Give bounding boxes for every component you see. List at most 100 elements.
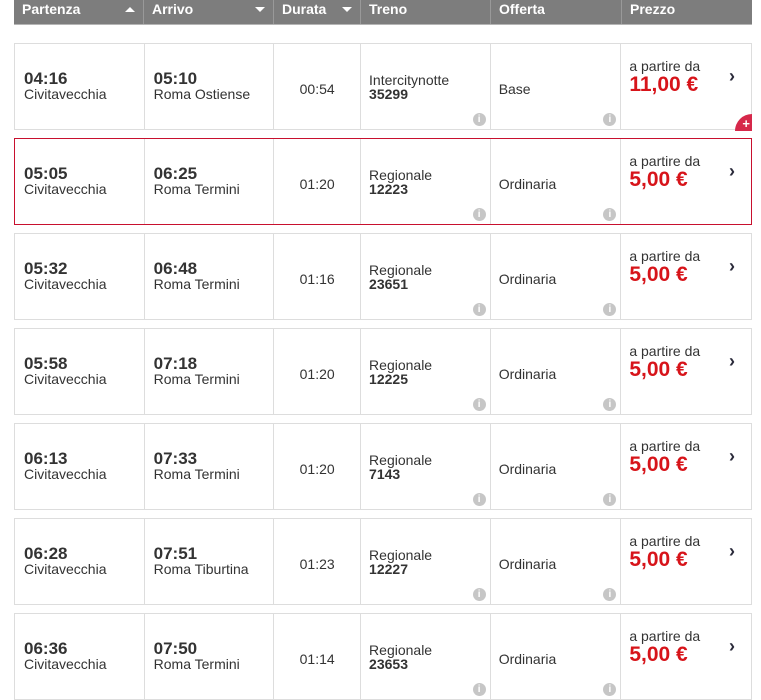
price-cell[interactable]: a partire da 5,00 € › xyxy=(621,424,751,509)
duration: 00:54 xyxy=(299,81,335,97)
column-label: Prezzo xyxy=(630,1,676,17)
departure-station: Civitavecchia xyxy=(24,181,107,197)
offer: Ordinaria xyxy=(498,461,557,477)
price-cell[interactable]: a partire da 5,00 € › xyxy=(621,519,751,604)
train-solution-row[interactable]: 06:13 Civitavecchia 07:33 Roma Termini 01:… xyxy=(14,423,752,510)
train-solution-row[interactable]: 05:58 Civitavecchia 07:18 Roma Termini 01:… xyxy=(14,328,752,415)
arrival-station: Roma Termini xyxy=(153,181,240,197)
chevron-right-icon[interactable]: › xyxy=(728,161,735,181)
train-solution-row[interactable]: 04:16 Civitavecchia 05:10 Roma Ostiense 00… xyxy=(14,43,752,131)
sort-desc-icon xyxy=(342,7,352,12)
offer-cell: Ordinaria i xyxy=(491,234,622,319)
info-icon[interactable]: i xyxy=(603,208,617,221)
results-header: Partenza Arrivo Durata Treno Offerta Pre… xyxy=(14,0,752,25)
info-icon[interactable]: i xyxy=(472,208,486,221)
offer: Ordinaria xyxy=(498,271,557,287)
arrival-cell: 07:51 Roma Tiburtina xyxy=(145,519,275,604)
info-icon[interactable]: i xyxy=(603,683,617,696)
arrival-time: 06:25 xyxy=(153,164,198,183)
chevron-right-icon[interactable]: › xyxy=(728,351,735,371)
column-arrivo[interactable]: Arrivo xyxy=(144,0,274,24)
price: 5,00 € xyxy=(629,453,688,476)
departure-cell: 05:58 Civitavecchia xyxy=(15,329,145,414)
arrival-station: Roma Termini xyxy=(153,371,240,387)
chevron-right-icon[interactable]: › xyxy=(728,636,735,656)
info-icon[interactable]: i xyxy=(603,588,617,601)
price: 5,00 € xyxy=(629,643,688,666)
info-icon[interactable]: i xyxy=(472,588,486,601)
arrival-cell: 07:50 Roma Termini xyxy=(145,614,275,699)
price-cell[interactable]: a partire da 5,00 € › xyxy=(621,614,751,699)
arrival-cell: 07:33 Roma Termini xyxy=(145,424,275,509)
price: 5,00 € xyxy=(629,263,688,286)
info-icon[interactable]: i xyxy=(603,303,617,316)
sort-desc-icon xyxy=(255,7,265,12)
info-icon[interactable]: i xyxy=(472,398,486,411)
departure-cell: 06:28 Civitavecchia xyxy=(15,519,145,604)
duration-cell: 00:54 xyxy=(274,44,362,129)
info-icon[interactable]: i xyxy=(603,398,617,411)
chevron-right-icon[interactable]: › xyxy=(728,541,735,561)
train-cell: Intercitynotte 35299 i xyxy=(361,44,491,129)
offer-cell: Ordinaria i xyxy=(491,519,622,604)
offer-cell: Ordinaria i xyxy=(491,424,622,509)
train-number: 23653 xyxy=(369,656,408,672)
train-type: Regionale xyxy=(369,357,433,373)
chevron-right-icon[interactable]: › xyxy=(728,256,735,276)
duration-cell: 01:20 xyxy=(274,424,362,509)
info-icon[interactable]: i xyxy=(472,303,486,316)
price-cell[interactable]: a partire da 5,00 € › xyxy=(621,139,751,224)
column-partenza[interactable]: Partenza xyxy=(14,0,144,24)
train-solution-row[interactable]: 05:05 Civitavecchia 06:25 Roma Termini 01:… xyxy=(14,138,752,225)
departure-station: Civitavecchia xyxy=(24,656,107,672)
info-icon[interactable]: i xyxy=(603,493,617,506)
chevron-right-icon[interactable]: › xyxy=(728,446,735,466)
price-prefix: a partire da xyxy=(629,343,701,359)
price: 5,00 € xyxy=(629,548,688,571)
info-icon[interactable]: i xyxy=(472,113,486,126)
arrival-time: 05:10 xyxy=(153,69,198,88)
train-solution-row[interactable]: 06:36 Civitavecchia 07:50 Roma Termini 01:… xyxy=(14,613,752,700)
offer-cell: Ordinaria i xyxy=(491,614,622,699)
arrival-time: 07:18 xyxy=(153,354,198,373)
train-solution-row[interactable]: 06:28 Civitavecchia 07:51 Roma Tiburtina 0… xyxy=(14,518,752,605)
offer-cell: Ordinaria i xyxy=(491,329,622,414)
arrival-time: 07:33 xyxy=(153,449,198,468)
arrival-cell: 06:25 Roma Termini xyxy=(145,139,275,224)
arrival-station: Roma Termini xyxy=(153,276,240,292)
column-label: Durata xyxy=(282,1,327,17)
offer: Ordinaria xyxy=(498,366,557,382)
duration: 01:20 xyxy=(299,176,335,192)
arrival-cell: 07:18 Roma Termini xyxy=(145,329,275,414)
duration: 01:16 xyxy=(299,271,335,287)
departure-station: Civitavecchia xyxy=(24,466,107,482)
price-cell[interactable]: a partire da 5,00 € › xyxy=(621,234,751,319)
arrival-station: Roma Termini xyxy=(153,466,240,482)
info-icon[interactable]: i xyxy=(472,493,486,506)
column-durata[interactable]: Durata xyxy=(274,0,361,24)
train-type: Regionale xyxy=(369,642,433,658)
column-prezzo: Prezzo xyxy=(622,0,752,24)
train-number: 23651 xyxy=(369,276,408,292)
price-prefix: a partire da xyxy=(629,248,701,264)
chevron-right-icon[interactable]: › xyxy=(728,66,735,86)
train-number: 12227 xyxy=(369,561,408,577)
info-icon[interactable]: i xyxy=(603,113,617,126)
price-cell[interactable]: a partire da 11,00 € › + xyxy=(621,44,752,131)
departure-time: 05:32 xyxy=(24,259,68,278)
plus-icon[interactable]: + xyxy=(734,114,752,131)
train-type: Regionale xyxy=(369,262,433,278)
column-label: Offerta xyxy=(499,1,545,17)
offer-cell: Base i xyxy=(491,44,622,129)
arrival-cell: 06:48 Roma Termini xyxy=(145,234,275,319)
column-label: Treno xyxy=(369,1,408,17)
train-solution-row[interactable]: 05:32 Civitavecchia 06:48 Roma Termini 01:… xyxy=(14,233,752,320)
duration-cell: 01:16 xyxy=(274,234,362,319)
column-label: Partenza xyxy=(22,1,81,17)
column-label: Arrivo xyxy=(152,1,194,17)
price-cell[interactable]: a partire da 5,00 € › xyxy=(621,329,751,414)
train-cell: Regionale 23651 i xyxy=(361,234,491,319)
info-icon[interactable]: i xyxy=(472,683,486,696)
departure-time: 06:28 xyxy=(24,544,68,563)
offer: Ordinaria xyxy=(498,176,557,192)
